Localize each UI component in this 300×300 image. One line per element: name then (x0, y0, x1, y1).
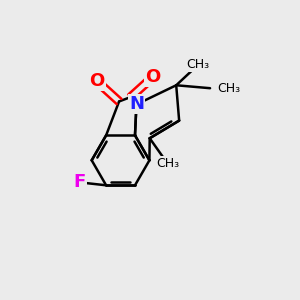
Text: CH₃: CH₃ (218, 82, 241, 95)
Text: N: N (129, 95, 144, 113)
Text: O: O (145, 68, 160, 86)
Text: CH₃: CH₃ (187, 58, 210, 71)
Text: O: O (89, 72, 105, 90)
Text: F: F (74, 173, 86, 191)
Text: CH₃: CH₃ (156, 157, 179, 170)
